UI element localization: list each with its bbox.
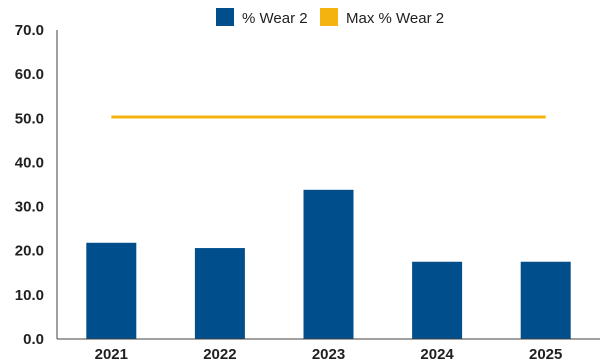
y-tick-label: 30.0 (15, 199, 44, 216)
x-tick-label: 2021 (95, 346, 128, 363)
y-tick-label: 20.0 (15, 243, 44, 260)
bar-series (86, 189, 571, 339)
bar (303, 189, 354, 339)
legend-label-wear2: % Wear 2 (242, 10, 308, 27)
legend: % Wear 2 Max % Wear 2 (216, 8, 444, 27)
bar (86, 242, 137, 339)
legend-swatch-wear2 (216, 8, 234, 26)
x-tick-label: 2022 (203, 346, 236, 363)
y-tick-label: 40.0 (15, 154, 44, 171)
bar (194, 248, 245, 339)
legend-swatch-max-wear2 (320, 8, 338, 26)
y-tick-label: 50.0 (15, 110, 44, 127)
y-tick-label: 10.0 (15, 287, 44, 304)
x-tick-label: 2023 (312, 346, 345, 363)
bar (520, 261, 571, 339)
x-axis: 2021 2022 2023 2024 2025 (95, 346, 563, 363)
y-tick-label: 70.0 (15, 22, 44, 39)
x-tick-label: 2025 (529, 346, 562, 363)
y-axis: 0.0 10.0 20.0 30.0 40.0 50.0 60.0 70.0 (15, 22, 44, 348)
legend-label-max-wear2: Max % Wear 2 (346, 10, 444, 27)
bar (412, 261, 463, 339)
x-tick-label: 2024 (420, 346, 454, 363)
y-tick-label: 60.0 (15, 66, 44, 83)
y-tick-label: 0.0 (23, 331, 44, 348)
